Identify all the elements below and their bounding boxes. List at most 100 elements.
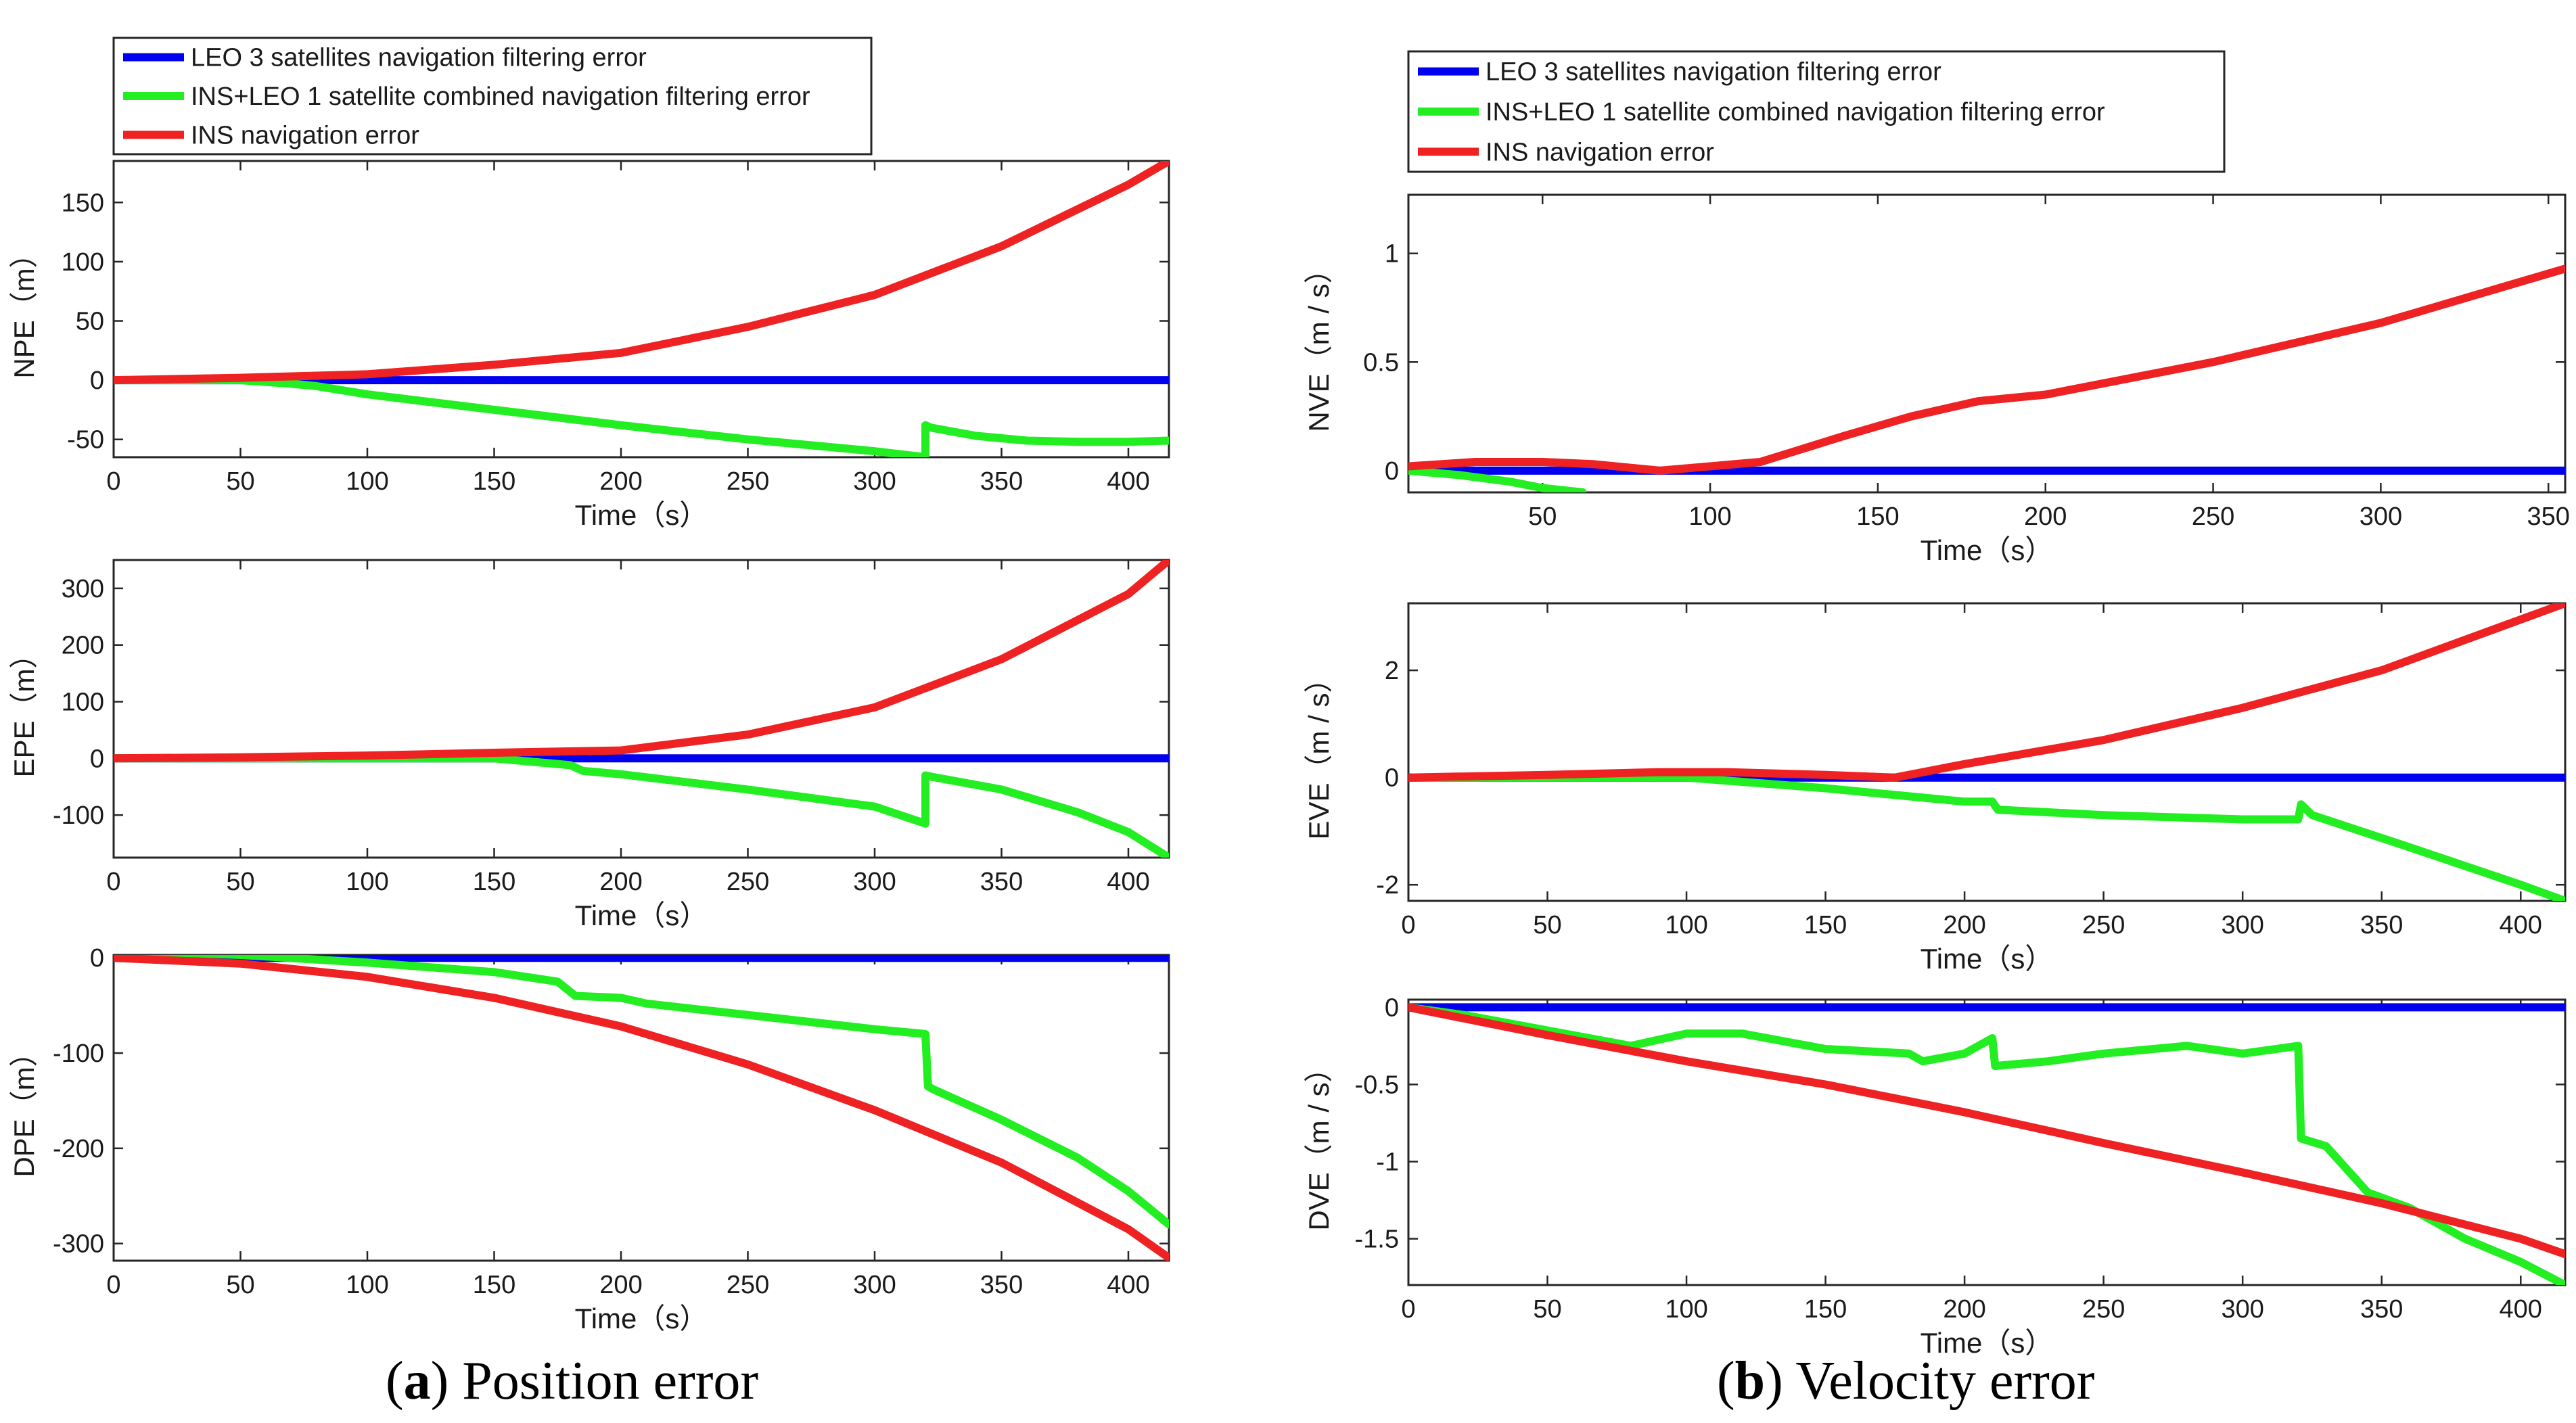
- y-tick-label: -1.5: [1355, 1226, 1399, 1254]
- x-tick-label: 200: [2024, 503, 2067, 531]
- x-tick-label: 50: [1528, 503, 1557, 531]
- x-tick-label: 300: [853, 868, 896, 896]
- x-tick-label: 100: [1665, 911, 1707, 939]
- plot-frame: [112, 559, 1170, 859]
- series-layer: [114, 955, 1169, 1261]
- series-line-ins-leo-1-satellite-combined-navigation-filtering-error: [1408, 1003, 2565, 1285]
- plot-frame: [112, 160, 1170, 459]
- y-tick-label: 100: [62, 689, 104, 717]
- series-line-ins-navigation-error: [114, 955, 1169, 1261]
- y-tick-label: -200: [53, 1135, 104, 1163]
- x-tick-label: 250: [2082, 1295, 2125, 1324]
- x-axis-label: Time（s）: [575, 900, 708, 931]
- x-tick-label: 50: [1533, 1295, 1561, 1324]
- plot-frame: [1407, 602, 2567, 902]
- y-axis-label: NVE（m / s）: [1303, 255, 1335, 431]
- x-tick-label: 400: [2500, 1295, 2542, 1324]
- series-line-ins-navigation-error: [1408, 603, 2565, 782]
- x-tick-label: 100: [346, 1271, 388, 1299]
- x-tick-label: 350: [2360, 1295, 2403, 1324]
- plot-frame: [1407, 193, 2567, 494]
- x-axis-label: Time（s）: [575, 499, 708, 531]
- x-tick-label: 250: [2192, 503, 2234, 531]
- caption-a-label: a: [404, 1351, 431, 1411]
- y-tick-label: -50: [67, 426, 104, 454]
- x-tick-label: 150: [473, 1271, 515, 1299]
- x-tick-label: 200: [599, 1271, 642, 1299]
- x-tick-label: 100: [1688, 503, 1731, 531]
- x-tick-label: 200: [599, 868, 642, 896]
- y-tick-label: -100: [53, 801, 104, 830]
- x-tick-label: 350: [980, 467, 1023, 496]
- y-tick-label: 150: [62, 189, 104, 217]
- legend-entry: INS+LEO 1 satellite combined navigation …: [191, 83, 810, 111]
- legend-box: [112, 37, 873, 156]
- x-tick-label: 50: [226, 1271, 254, 1299]
- legend-entry: INS navigation error: [191, 121, 419, 149]
- x-tick-label: 50: [1533, 911, 1561, 939]
- x-tick-label: 50: [226, 868, 254, 896]
- x-tick-label: 250: [727, 1271, 769, 1299]
- x-tick-label: 250: [727, 467, 769, 496]
- series-line-ins-navigation-error: [1408, 1003, 2565, 1259]
- legend: LEO 3 satellites navigation filtering er…: [1407, 50, 2226, 173]
- y-tick-label: -100: [53, 1040, 104, 1068]
- x-tick-label: 0: [106, 868, 120, 896]
- x-tick-label: 250: [727, 868, 769, 896]
- y-axis-label: NPE（m）: [8, 239, 40, 378]
- series-layer: [1408, 1003, 2565, 1285]
- plot-eve: 0 50 100 150 200 250 300 350 40020-2Time（s）EVE（m…: [1303, 602, 2567, 975]
- x-axis-label: Time（s）: [1920, 534, 2054, 566]
- plot-npe: 0 50 100 150 200 250 300 350 400150100500-50Time…: [8, 37, 1170, 531]
- y-tick-label: 100: [62, 248, 104, 277]
- y-tick-label: 0: [90, 745, 104, 773]
- y-tick-label: 0: [90, 944, 104, 973]
- plot-dve: 0 50 100 150 200 250 300 350 400 0 -0.5 -1 -1.5 Time（…: [1303, 994, 2567, 1359]
- x-tick-label: 350: [2527, 503, 2570, 531]
- y-tick-label: -0.5: [1355, 1071, 1399, 1099]
- y-axis-label: EVE（m / s）: [1303, 664, 1335, 839]
- series-layer: [114, 161, 1169, 457]
- x-axis-label: Time（s）: [575, 1303, 708, 1334]
- legend-entry: LEO 3 satellites navigation filtering er…: [1486, 58, 1941, 87]
- x-tick-label: 0: [1401, 1295, 1415, 1324]
- caption-a-text: Position error: [462, 1351, 758, 1411]
- y-tick-label: 300: [62, 575, 104, 603]
- legend-entry: LEO 3 satellites navigation filtering er…: [191, 44, 647, 72]
- x-tick-label: 350: [980, 1271, 1023, 1299]
- series-line-ins-leo-1-satellite-combined-navigation-filtering-error: [1408, 466, 1587, 492]
- y-tick-label: 0: [1385, 764, 1399, 793]
- x-axis-label: Time（s）: [1920, 1327, 2054, 1359]
- series-line-ins-navigation-error: [114, 560, 1169, 763]
- y-tick-label: 1: [1385, 240, 1399, 269]
- legend: LEO 3 satellites navigation filtering er…: [112, 37, 873, 156]
- plot-nve: 50 100 150 200 250 300 350 1 0.5 0 Time（s） NVE（m / …: [1303, 50, 2570, 566]
- x-tick-label: 250: [2082, 911, 2125, 939]
- x-tick-label: 150: [1804, 911, 1847, 939]
- y-tick-label: 0: [90, 367, 104, 395]
- x-tick-label: 350: [2360, 911, 2403, 939]
- y-axis-label: EPE（m）: [8, 640, 40, 777]
- plots-layer: 0 50 100 150 200 250 300 350 400150100500-50Time…: [8, 37, 2570, 1359]
- x-tick-label: 100: [346, 467, 388, 496]
- x-tick-label: 300: [853, 467, 896, 496]
- legend-entry: INS+LEO 1 satellite combined navigation …: [1486, 98, 2105, 126]
- x-tick-label: 100: [346, 868, 388, 896]
- x-tick-label: 150: [1856, 503, 1899, 531]
- x-tick-label: 0: [1401, 911, 1415, 939]
- y-tick-label: -2: [1376, 871, 1399, 900]
- x-tick-label: 200: [1943, 1295, 1985, 1324]
- x-tick-label: 300: [2221, 1295, 2263, 1324]
- plot-dpe: 0 50 100 150 200 250 300 350 400 0 -100 -200 -300 Tim…: [8, 944, 1170, 1334]
- x-tick-label: 350: [980, 868, 1023, 896]
- x-tick-label: 300: [853, 1271, 896, 1299]
- y-tick-label: -300: [53, 1230, 104, 1259]
- x-tick-label: 400: [1107, 467, 1149, 496]
- x-tick-label: 50: [226, 467, 254, 496]
- x-tick-label: 100: [1665, 1295, 1707, 1324]
- x-tick-label: 400: [2500, 911, 2542, 939]
- x-tick-label: 0: [106, 1271, 120, 1299]
- series-line-ins-leo-1-satellite-combined-navigation-filtering-error: [114, 754, 1169, 858]
- caption-b-text: Velocity error: [1795, 1351, 2094, 1411]
